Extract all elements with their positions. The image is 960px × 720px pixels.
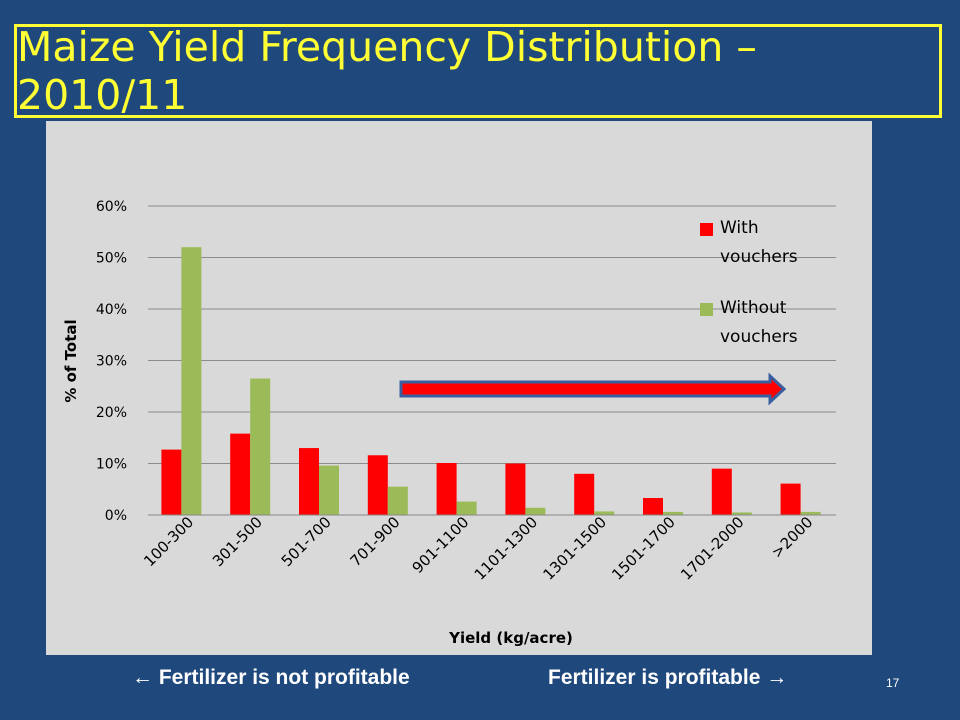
bar-without-vouchers [250,378,271,515]
title-box: Maize Yield Frequency Distribution – 201… [14,23,942,119]
page-number: 17 [886,676,900,690]
right-arrow-icon [399,372,787,406]
legend-swatch-without-vouchers [700,303,713,316]
bar-without-vouchers [525,507,546,515]
bar-with-vouchers [711,468,732,515]
bar-chart: 0% 10% 20% 30% 40% 50% 60% 100-300 301-500 501-7… [62,199,836,647]
bar-with-vouchers [780,483,801,515]
x-tick-label: 501-700 [278,513,335,570]
bar-without-vouchers [387,486,408,515]
footer-profitable: Fertilizer is profitable → [548,666,788,689]
bar-without-vouchers [731,512,752,515]
bar-with-vouchers [436,462,457,515]
bars [161,247,821,515]
bar-without-vouchers [663,511,683,515]
chart-panel: 0% 10% 20% 30% 40% 50% 60% 100-300 301-500 501-7… [46,121,872,655]
bar-without-vouchers [800,511,821,515]
legend: With vouchers Without vouchers [700,218,798,347]
x-tick-label: 301-500 [209,513,266,570]
bar-without-vouchers [319,465,339,515]
y-tick-label: 50% [96,251,127,267]
y-tick-label: 0% [105,508,127,524]
legend-label-without-vouchers: Without vouchers [720,298,798,347]
y-tick-label: 10% [96,457,127,473]
bar-without-vouchers [456,501,477,515]
x-tick-label: 100-300 [140,513,197,570]
y-tick-labels: 0% 10% 20% 30% 40% 50% 60% [96,199,127,524]
bar-without-vouchers [594,511,615,515]
bar-without-vouchers [181,247,202,515]
y-tick-label: 40% [96,302,127,318]
slide-title: Maize Yield Frequency Distribution – 201… [17,23,757,119]
legend-label-with-vouchers: With vouchers [720,218,798,267]
legend-swatch-with-vouchers [700,223,713,236]
x-tick-label: 701-900 [347,513,404,570]
y-tick-label: 60% [96,199,127,215]
bar-with-vouchers [230,433,251,515]
y-tick-label: 20% [96,405,127,421]
x-tick-label: 1701-2000 [677,513,748,584]
y-tick-label: 30% [96,354,127,370]
x-tick-label: 901-1100 [409,513,473,577]
x-tick-labels: 100-300 301-500 501-700 701-900 901-11001101… [140,513,816,584]
bar-with-vouchers [643,498,663,515]
bar-with-vouchers [299,448,319,515]
x-tick-label: 1301-1500 [539,513,610,584]
y-axis-label: % of Total [62,319,80,402]
x-tick-label: >2000 [768,513,817,562]
x-tick-label: 1501-1700 [608,513,679,584]
bar-with-vouchers [161,449,182,515]
footer-not-profitable: ← Fertilizer is not profitable [132,666,410,689]
x-tick-label: 1101-1300 [471,513,542,584]
bar-with-vouchers [574,473,595,515]
profitability-arrow [399,372,787,406]
x-axis-label: Yield (kg/acre) [448,629,573,647]
bar-with-vouchers [505,463,526,515]
bar-with-vouchers [367,455,388,515]
